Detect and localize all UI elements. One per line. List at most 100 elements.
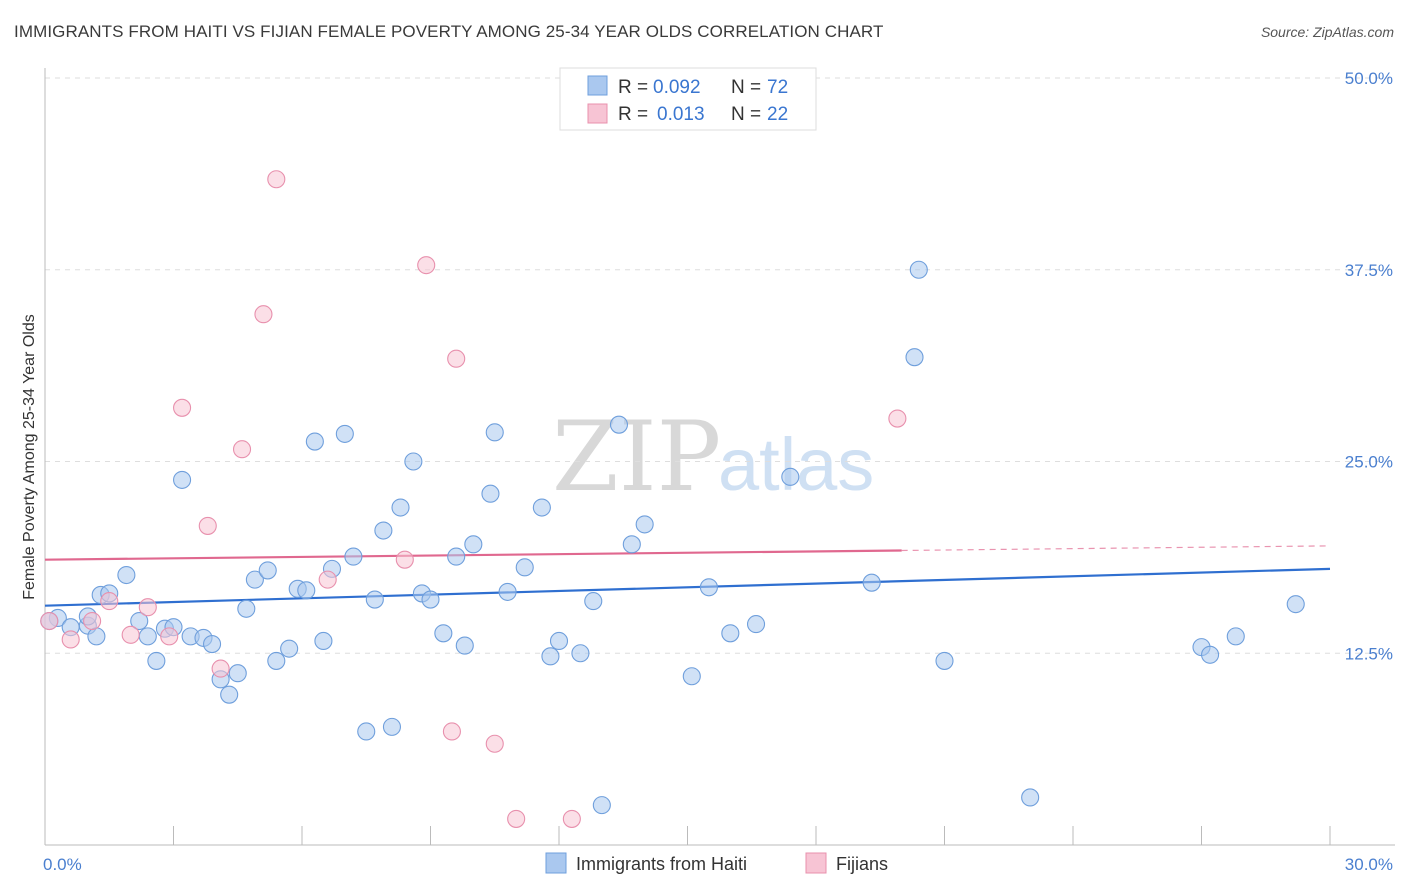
legend: R = 0.092 N = 72 R = 0.013 N = 22 [559,67,817,131]
point-haiti [532,498,551,517]
point-haiti [682,667,701,686]
watermark-zip: ZIP [552,401,721,513]
x-tick-label: 0.0% [43,855,82,874]
tick-labels: 12.5% 25.0% 37.5% 50.0% 0.0% 30.0% [43,69,1393,874]
point-haiti [335,424,354,443]
point-haiti [237,599,256,618]
y-tick-label: 50.0% [1345,69,1393,88]
y-tick-label: 12.5% [1345,644,1393,663]
point-haiti [622,535,641,554]
point-fijians [395,550,414,569]
point-haiti [130,611,149,631]
point-fijians [211,659,230,678]
legend-n-label: N = [731,104,761,125]
point-haiti [203,634,222,654]
point-haiti [245,570,264,589]
point-fijians [254,305,273,324]
point-haiti [228,664,247,683]
point-haiti [609,415,629,434]
legend-n-value-fijians: 22 [767,104,788,125]
point-haiti [344,547,363,566]
point-fijians [318,570,337,589]
trend-line-haiti [44,567,1331,607]
point-haiti [746,615,766,634]
trend-line-extension-fijians [901,545,1331,552]
point-haiti [382,717,402,736]
point-haiti [635,515,654,534]
point-haiti [267,651,286,670]
chart-title: IMMIGRANTS FROM HAITI VS FIJIAN FEMALE P… [14,22,884,41]
axes [44,68,1395,846]
trend-line-fijians [44,549,902,561]
point-fijians [83,611,102,631]
point-haiti [584,592,603,611]
point-haiti [455,636,474,655]
point-fijians [417,256,436,275]
point-haiti [297,581,316,600]
point-fijians [61,630,80,649]
point-haiti [464,535,483,554]
point-haiti [549,631,569,651]
point-haiti [391,498,410,517]
y-axis-label: Female Poverty Among 25-34 Year Olds [21,314,38,600]
point-haiti [147,651,166,670]
point-haiti [1286,595,1305,614]
point-haiti [515,558,534,577]
point-haiti [220,685,239,704]
point-haiti [258,561,277,580]
point-haiti [305,432,324,451]
bottom-legend-swatch-fijians [805,852,827,874]
point-fijians [888,409,907,428]
legend-r-label: R = [618,104,648,125]
point-haiti [404,452,423,471]
point-haiti [1201,645,1220,664]
legend-r-label: R = [618,77,648,98]
point-haiti [173,470,192,489]
bottom-legend-label-haiti: Immigrants from Haiti [576,854,747,874]
legend-swatch-haiti [587,75,608,96]
point-haiti [481,484,500,503]
grid-lines [45,77,1395,654]
legend-r-value-haiti: 0.092 [653,77,701,98]
point-fijians [447,349,466,368]
point-haiti [592,796,611,815]
point-fijians [562,809,581,828]
watermark-atlas: atlas [718,423,874,506]
point-haiti [485,423,504,442]
legend-n-label: N = [731,77,761,98]
point-haiti [1226,627,1245,646]
point-haiti [421,590,440,609]
source-label: Source: ZipAtlas.com [1260,24,1394,40]
point-haiti [909,260,928,279]
point-fijians [100,592,119,611]
y-tick-label: 37.5% [1345,261,1393,280]
point-haiti [447,547,466,566]
point-fijians [160,627,179,646]
data-points [40,170,1305,828]
point-haiti [498,582,517,601]
point-fijians [173,398,192,417]
point-haiti [862,573,881,592]
trend-lines [44,545,1331,607]
point-haiti [117,565,136,585]
point-haiti [721,624,740,643]
point-fijians [442,722,461,741]
x-tick-label: 30.0% [1345,855,1393,874]
point-fijians [507,809,526,828]
point-haiti [314,631,333,651]
point-fijians [267,170,286,189]
point-fijians [121,625,140,644]
point-haiti [434,624,453,643]
legend-swatch-fijians [587,103,608,124]
y-tick-label: 25.0% [1345,453,1393,472]
point-haiti [935,651,954,670]
point-fijians [40,611,59,631]
point-haiti [87,627,106,646]
point-haiti [905,348,924,367]
point-haiti [699,578,718,597]
bottom-legend-label-fijians: Fijians [836,854,888,874]
point-haiti [365,590,384,609]
bottom-legend-swatch-haiti [545,852,567,874]
point-haiti [571,644,590,663]
